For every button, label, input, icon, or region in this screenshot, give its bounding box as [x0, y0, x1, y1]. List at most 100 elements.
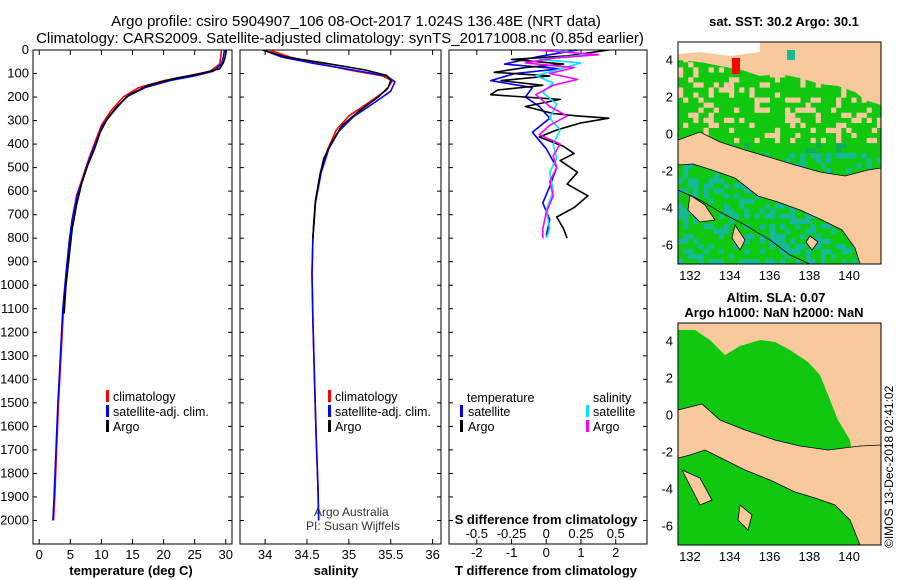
x-tick-label: 34 [258, 547, 272, 562]
sst-cell [703, 117, 709, 123]
sst-cell [688, 77, 694, 83]
sst-cell [703, 127, 709, 133]
axis-ticks: 0 5 10 15 20 25 300100200300400500600700800900… [0, 42, 860, 564]
sst-cell [846, 127, 852, 133]
sst-cell [713, 173, 719, 179]
sst-cell [795, 107, 801, 113]
sst-cell [678, 92, 684, 98]
sst-cell [795, 97, 801, 103]
sst-cell [729, 87, 735, 93]
sst-cell [744, 238, 750, 245]
sst-cell [734, 193, 740, 199]
sst-cell [744, 198, 750, 204]
sst-cell [769, 132, 775, 139]
sst-cell [805, 249, 811, 255]
legend-label-climatology: climatology [113, 390, 176, 404]
map-x-tick-label: 132 [679, 549, 701, 564]
sst-cell [683, 168, 689, 174]
series-line-argo [63, 50, 228, 314]
sst-cell [769, 72, 775, 78]
sst-cell [723, 208, 730, 214]
sst-cell [693, 183, 699, 189]
y-tick-label: 100 [7, 66, 29, 81]
sst-cell [876, 158, 881, 164]
sst-cell [810, 228, 816, 234]
sst-cell [780, 203, 786, 209]
x-tick-label: 10 [94, 547, 108, 562]
sst-cell [734, 107, 740, 113]
y-tick-label: 800 [7, 230, 29, 245]
annotation-pi: PI: Susan Wijffels [306, 519, 400, 533]
map-y-tick-label: -6 [661, 519, 673, 534]
x-tick-label: 20 [156, 547, 170, 562]
legend-label-t-satellite: satellite [468, 405, 510, 419]
sst-cell [683, 213, 689, 219]
x-tick-label: 35 [342, 547, 356, 562]
sst-cell [815, 158, 821, 164]
sst-cell [790, 218, 796, 224]
sst-cell [734, 137, 740, 144]
sst-cell [846, 168, 852, 174]
sst-cell [698, 82, 704, 88]
sst-cell [693, 117, 699, 123]
sst-cell [851, 117, 857, 123]
series-line-climatology [52, 50, 223, 521]
sst-cell [693, 92, 699, 98]
sst-cell [815, 244, 821, 250]
sst-cell [729, 218, 735, 224]
x-tick-label: 5 [67, 547, 74, 562]
sst-cell [688, 254, 694, 260]
sst-cell [708, 183, 714, 189]
map-y-tick-label: -4 [661, 201, 673, 216]
sst-cell [713, 259, 719, 264]
sst-cell [774, 77, 781, 83]
sst-cell [805, 107, 811, 113]
sst-cell [851, 97, 857, 103]
sla-map-land-shape [678, 323, 881, 510]
sst-cell [703, 183, 709, 189]
sst-cell [744, 143, 750, 149]
sst-cell [820, 259, 826, 264]
sst-cell [708, 67, 714, 73]
map-x-tick-label: 134 [719, 549, 741, 564]
sst-cell [698, 254, 704, 260]
sst-cell [759, 208, 765, 214]
sst-cell [683, 238, 689, 245]
sst-cell [703, 249, 709, 255]
sst-cell [856, 112, 862, 118]
sst-cell [876, 117, 881, 123]
difference-series [489, 50, 610, 239]
s-tick-label: -0.5 [466, 526, 488, 541]
sst-cell [688, 249, 694, 255]
sst-map-cloud-mask [678, 42, 760, 56]
sst-cell [718, 213, 724, 219]
sst-map-contour [678, 189, 811, 264]
sst-cell [769, 223, 775, 229]
sst-cell [678, 213, 684, 219]
sst-cell [851, 132, 857, 139]
sst-cell [759, 97, 765, 103]
sst-cell [800, 122, 806, 128]
sst-cell [723, 193, 730, 199]
sst-cell [790, 112, 796, 118]
sst-cell [693, 254, 699, 260]
sst-cell [754, 213, 760, 219]
sst-cell [790, 238, 796, 245]
legend-swatch-argo [328, 420, 331, 432]
sst-cell [678, 259, 684, 264]
sst-cell [790, 97, 796, 103]
sst-cell [800, 107, 806, 113]
sst-cell [790, 117, 796, 123]
sst-cell [729, 208, 735, 214]
sst-cell [698, 107, 704, 113]
sst-cell [810, 223, 816, 229]
sst-cell [795, 218, 801, 224]
y-tick-label: 1500 [0, 395, 29, 410]
map-x-tick-label: 136 [759, 549, 781, 564]
sst-cell [764, 132, 770, 139]
sst-cell [820, 238, 826, 245]
sst-cell [744, 208, 750, 214]
sst-cell [698, 259, 704, 264]
sst-cell [693, 218, 699, 224]
